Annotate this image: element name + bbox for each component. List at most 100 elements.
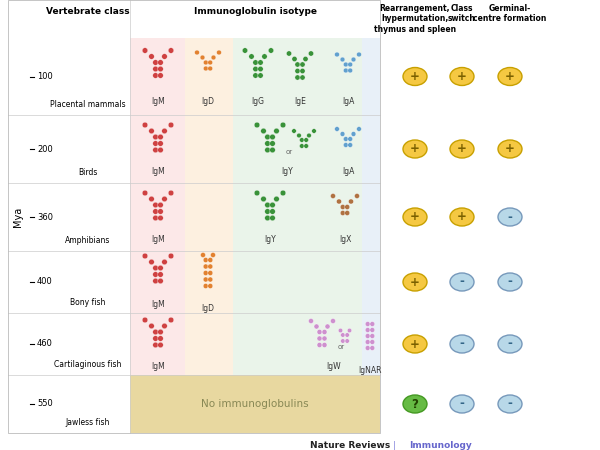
Text: Vertebrate class: Vertebrate class [46, 7, 130, 16]
Ellipse shape [450, 68, 474, 86]
Circle shape [208, 264, 213, 269]
Circle shape [295, 68, 300, 74]
Circle shape [152, 265, 158, 271]
Text: IgX: IgX [339, 235, 351, 244]
Text: -: - [508, 211, 512, 224]
Text: IgNAR: IgNAR [358, 366, 382, 375]
Circle shape [280, 190, 286, 196]
Circle shape [203, 270, 208, 275]
Circle shape [317, 329, 322, 334]
Circle shape [158, 272, 163, 277]
Circle shape [268, 48, 274, 53]
Text: IgM: IgM [151, 167, 165, 176]
Bar [130, 38, 185, 375]
Ellipse shape [450, 273, 474, 291]
Text: IgA: IgA [342, 96, 354, 105]
Circle shape [162, 196, 167, 202]
Bar [362, 38, 380, 375]
Circle shape [351, 131, 356, 136]
Circle shape [158, 265, 163, 271]
Text: Nature Reviews: Nature Reviews [310, 441, 390, 450]
Circle shape [345, 333, 349, 337]
Circle shape [335, 52, 340, 57]
Circle shape [348, 143, 353, 148]
Circle shape [370, 340, 375, 344]
Circle shape [253, 60, 258, 65]
Circle shape [340, 131, 345, 136]
Circle shape [152, 336, 158, 341]
Circle shape [303, 56, 308, 62]
Circle shape [340, 57, 345, 62]
Circle shape [308, 51, 314, 56]
Ellipse shape [403, 273, 427, 291]
Circle shape [300, 75, 305, 80]
Circle shape [158, 336, 163, 341]
Text: Rearrangement,
hypermutation,
thymus and spleen: Rearrangement, hypermutation, thymus and… [374, 4, 456, 34]
Circle shape [260, 128, 266, 134]
Circle shape [152, 209, 158, 214]
Ellipse shape [450, 335, 474, 353]
Circle shape [307, 133, 311, 138]
Circle shape [203, 60, 208, 65]
Circle shape [312, 129, 316, 133]
Text: -: - [508, 397, 512, 410]
Text: +: + [505, 143, 515, 156]
Ellipse shape [498, 140, 522, 158]
Circle shape [304, 144, 308, 149]
Ellipse shape [450, 208, 474, 226]
Circle shape [152, 215, 158, 221]
Circle shape [355, 194, 359, 198]
Circle shape [262, 54, 267, 59]
Circle shape [317, 336, 322, 341]
Circle shape [322, 342, 327, 347]
Text: +: + [457, 211, 467, 224]
Text: 100: 100 [37, 72, 53, 81]
Circle shape [152, 134, 158, 140]
Text: Mya: Mya [13, 207, 23, 227]
Circle shape [265, 202, 271, 208]
Circle shape [343, 62, 348, 67]
Circle shape [217, 50, 221, 55]
Circle shape [341, 339, 345, 343]
Circle shape [158, 73, 163, 78]
Circle shape [299, 138, 304, 142]
Circle shape [152, 342, 158, 348]
Circle shape [208, 66, 212, 71]
Text: -: - [508, 275, 512, 288]
Ellipse shape [498, 395, 522, 413]
Circle shape [162, 323, 167, 329]
Ellipse shape [403, 395, 427, 413]
Text: IgD: IgD [202, 96, 215, 105]
Circle shape [348, 62, 353, 67]
Circle shape [258, 60, 263, 65]
Ellipse shape [403, 140, 427, 158]
Text: +: + [457, 143, 467, 156]
Text: 360: 360 [37, 212, 53, 221]
Bar [233, 38, 315, 375]
Circle shape [338, 328, 343, 333]
Circle shape [211, 252, 215, 257]
Circle shape [370, 333, 375, 338]
Circle shape [162, 54, 167, 59]
Circle shape [325, 324, 330, 329]
Circle shape [314, 324, 319, 329]
Text: +: + [457, 70, 467, 83]
Text: IgM: IgM [151, 300, 165, 309]
Text: or: or [286, 149, 293, 155]
Circle shape [242, 48, 248, 53]
Text: IgG: IgG [251, 96, 265, 105]
Circle shape [158, 134, 163, 140]
Ellipse shape [450, 395, 474, 413]
Circle shape [258, 73, 263, 78]
Text: IgY: IgY [264, 235, 276, 244]
Text: ?: ? [412, 397, 418, 410]
Circle shape [258, 66, 263, 72]
Circle shape [158, 202, 163, 208]
Circle shape [203, 264, 208, 269]
Circle shape [158, 60, 163, 65]
Circle shape [300, 68, 305, 74]
Circle shape [265, 215, 271, 221]
Text: Amphibians: Amphibians [65, 236, 110, 245]
Circle shape [158, 141, 163, 146]
Text: -: - [460, 338, 464, 351]
